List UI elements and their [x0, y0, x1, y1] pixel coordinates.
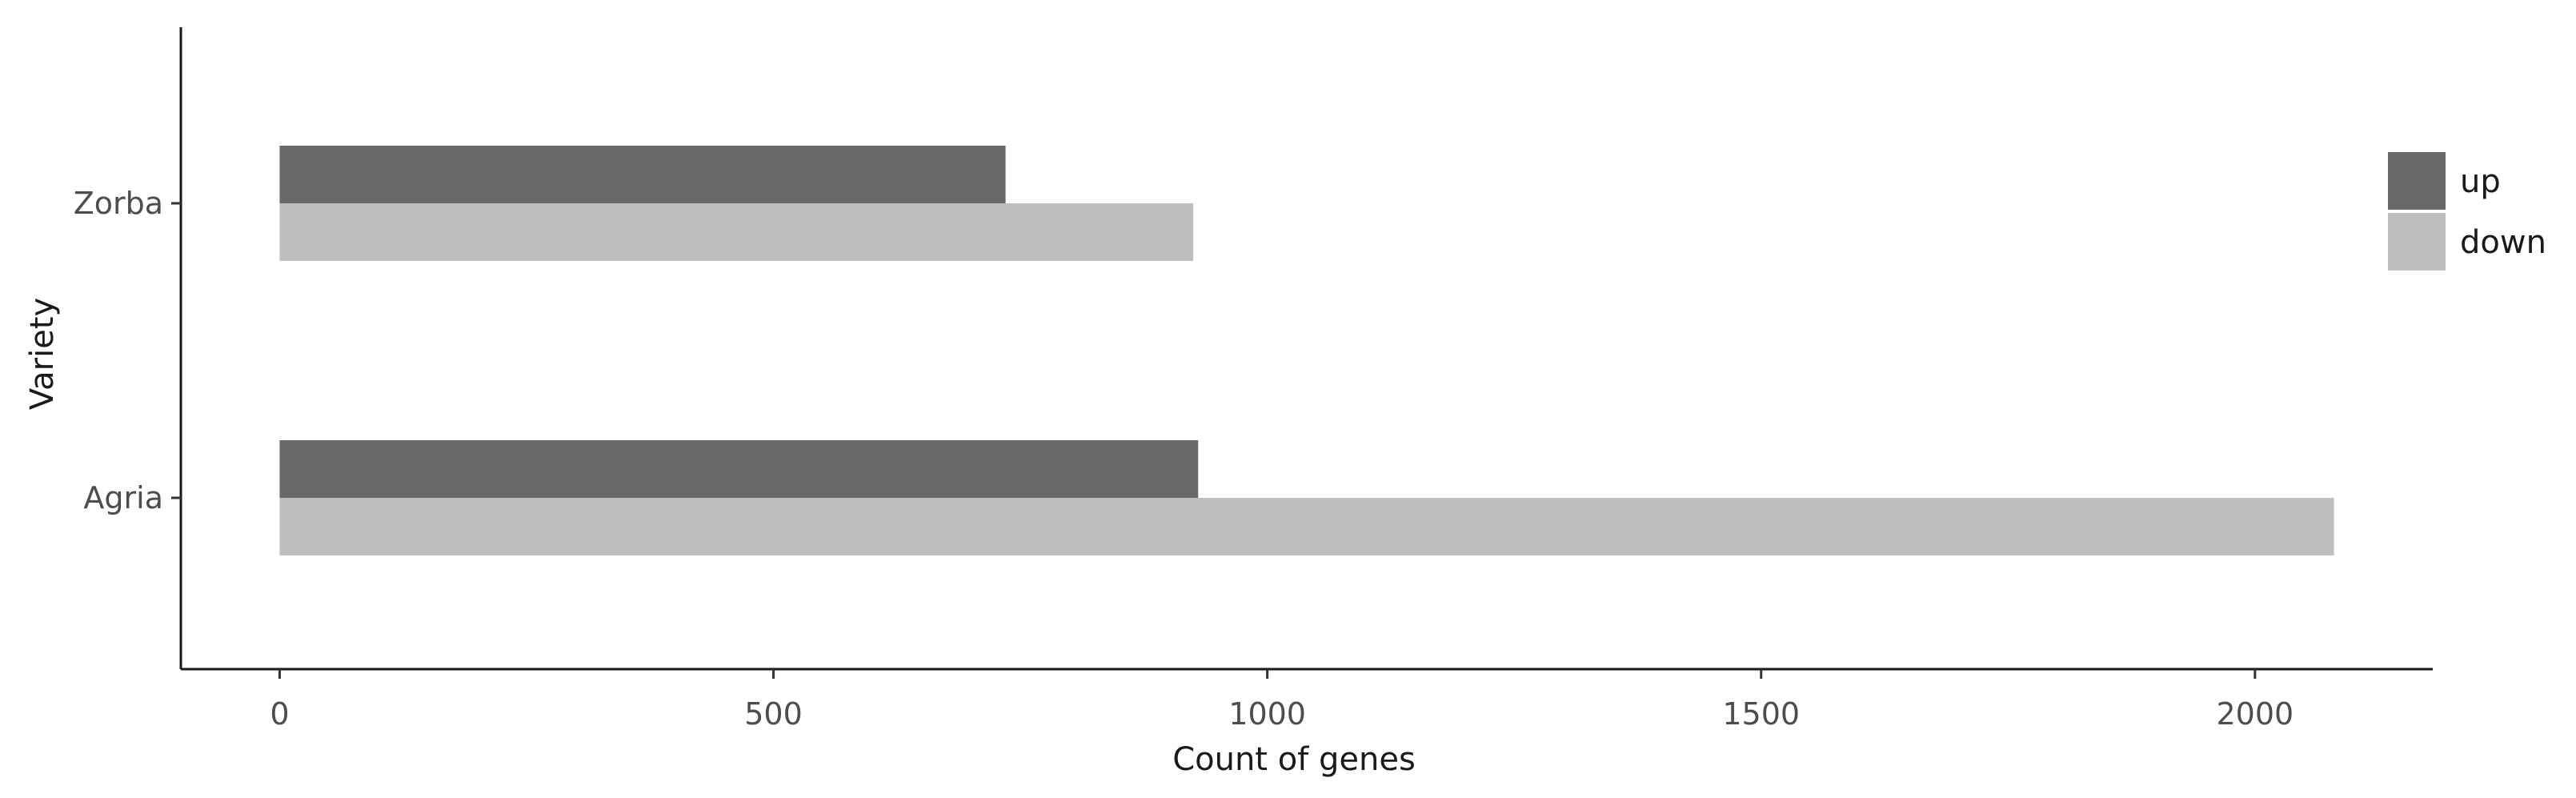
y-axis-ticks: Agria Zorba — [74, 186, 181, 515]
y-tick-label-zorba: Zorba — [74, 186, 163, 221]
bar-zorba-down — [279, 203, 1194, 261]
bars-group — [279, 146, 2334, 555]
legend-key-up — [2388, 152, 2446, 210]
legend-key-down — [2388, 213, 2446, 271]
x-tick-label: 1000 — [1228, 696, 1306, 732]
y-axis-title: Variety — [24, 298, 61, 410]
bar-zorba-up — [279, 146, 1006, 203]
legend: up down — [2388, 152, 2546, 271]
y-tick-label-agria: Agria — [83, 480, 163, 515]
legend-label-down: down — [2460, 224, 2546, 261]
x-axis-ticks: 0 500 1000 1500 2000 — [270, 669, 2294, 732]
bar-agria-up — [279, 440, 1199, 498]
x-tick-label: 1500 — [1722, 696, 1800, 732]
x-tick-label: 0 — [270, 696, 289, 732]
x-tick-label: 500 — [744, 696, 803, 732]
x-tick-label: 2000 — [2216, 696, 2294, 732]
bar-agria-down — [279, 498, 2334, 555]
x-axis-title: Count of genes — [1172, 741, 1416, 778]
legend-label-up: up — [2460, 163, 2501, 200]
